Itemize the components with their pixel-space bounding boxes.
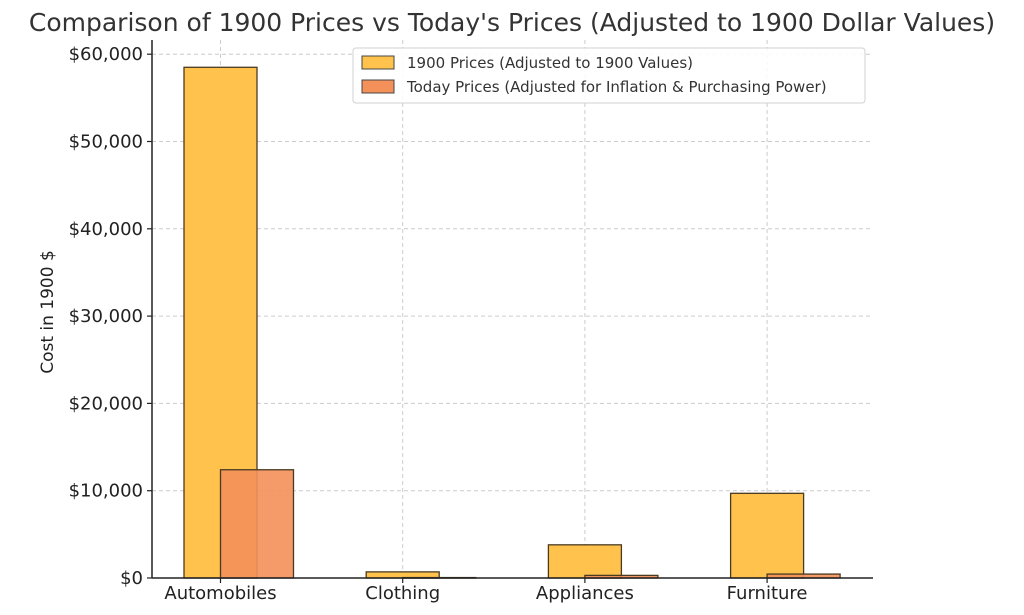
y-axis-label: Cost in 1900 $: [38, 250, 58, 374]
legend-frame: [352, 47, 866, 104]
x-tick-label: Automobiles: [164, 583, 276, 604]
bar-1900-furniture: [729, 492, 805, 579]
y-tick-label: $10,000: [69, 481, 143, 502]
y-tick-label: $0: [120, 568, 143, 589]
legend-label-1900: 1900 Prices (Adjusted to 1900 Values): [407, 54, 693, 72]
legend-label-today: Today Prices (Adjusted for Inflation & P…: [406, 78, 827, 96]
y-tick-label: $60,000: [69, 44, 143, 65]
x-axis-ticks: Automobiles Clothing Appliances Furniture: [164, 578, 808, 604]
legend-swatch-1900: [361, 55, 395, 70]
legend-swatch-today: [361, 79, 395, 94]
x-tick-label: Appliances: [536, 583, 634, 604]
y-tick-label: $40,000: [69, 219, 143, 240]
axes: [151, 40, 873, 579]
y-tick-label: $30,000: [69, 306, 143, 327]
x-tick-label: Clothing: [365, 583, 440, 604]
x-tick-label: Furniture: [727, 583, 808, 604]
y-tick-label: $20,000: [69, 393, 143, 414]
bar-1900-appliances: [547, 544, 623, 579]
y-axis-ticks: $0 $10,000 $20,000 $30,000 $40,000 $50,000 $60…: [69, 44, 152, 589]
legend: 1900 Prices (Adjusted to 1900 Values) To…: [352, 47, 866, 104]
bar-today-automobiles: [219, 469, 295, 579]
bars: [183, 66, 841, 579]
y-tick-label: $50,000: [69, 132, 143, 153]
chart-title: Comparison of 1900 Prices vs Today's Pri…: [29, 8, 995, 37]
